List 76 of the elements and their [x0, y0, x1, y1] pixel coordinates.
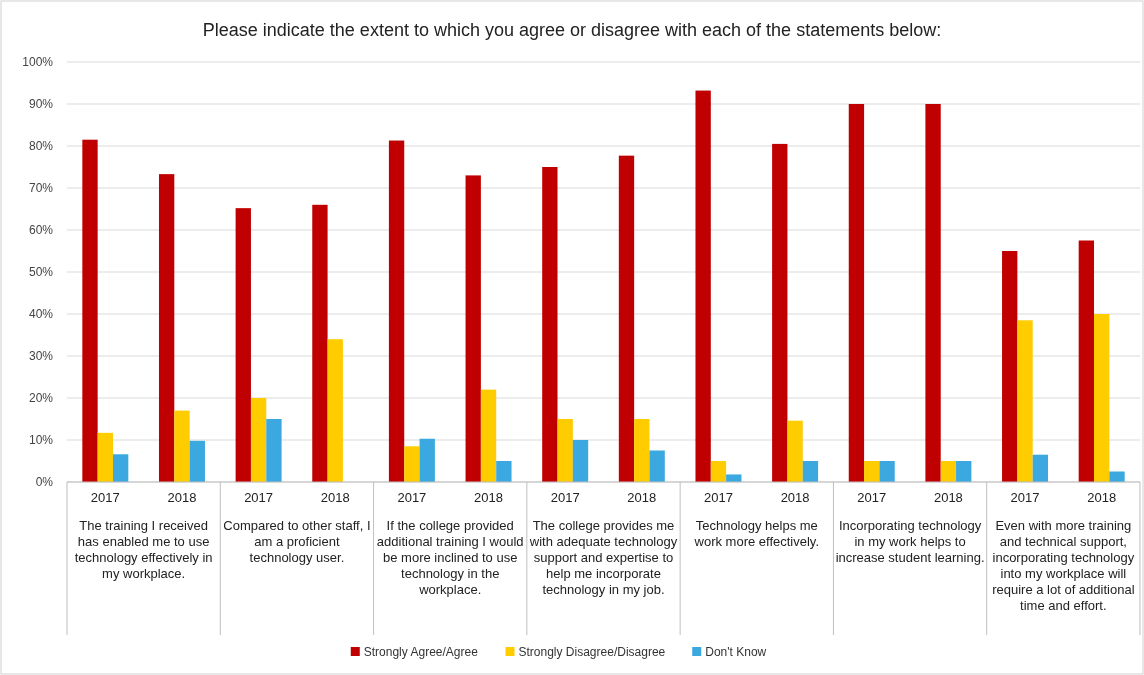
y-tick-label: 0% — [35, 475, 54, 489]
bar — [158, 174, 175, 482]
x-tick-label: 2018 — [780, 490, 810, 505]
bar — [802, 461, 819, 482]
x-tick-label: 2017 — [90, 490, 120, 505]
bar — [82, 139, 98, 482]
bar — [1094, 314, 1110, 482]
bar — [710, 461, 727, 482]
bar — [879, 461, 895, 482]
bar — [695, 90, 711, 482]
bar — [940, 461, 957, 482]
bar — [112, 454, 129, 482]
bar — [542, 167, 558, 482]
bar — [174, 410, 190, 482]
bar — [327, 339, 343, 482]
bar — [235, 208, 251, 482]
text: Incorporating technology in my work helps to increase student learning. — [835, 518, 985, 565]
bar — [189, 440, 205, 482]
text: Even with more training and technical support, incorporating technology into my workplace will require a lot of additional time and effort. — [992, 518, 1135, 613]
y-tick-label: 50% — [28, 265, 54, 279]
x-tick-label: 2018 — [933, 490, 963, 505]
bar — [772, 143, 788, 482]
bar — [1017, 320, 1033, 482]
y-tick-label: 10% — [28, 433, 54, 447]
y-tick-label: 30% — [28, 349, 54, 363]
text: Compared to other staff, I am a proficient technology user. — [223, 518, 371, 565]
x-tick-label: 2017 — [397, 490, 427, 505]
bar — [848, 104, 865, 482]
bar — [572, 440, 589, 482]
x-tick-label: 2017 — [550, 490, 580, 505]
bar — [388, 140, 405, 482]
bar — [864, 461, 880, 482]
text: The college provides me with adequate technology support and expertise to help me incorporate technology in my job. — [528, 518, 678, 597]
legend-label: Strongly Agree/Agree — [363, 645, 479, 659]
bar — [557, 419, 573, 482]
bar — [97, 432, 113, 482]
bar — [480, 389, 497, 482]
y-tick-label: 70% — [28, 181, 54, 195]
y-tick-label: 80% — [28, 139, 54, 153]
bar — [618, 155, 635, 482]
bar — [1002, 251, 1018, 482]
x-tick-label: 2018 — [474, 490, 503, 505]
bar — [419, 438, 435, 482]
bar — [634, 419, 650, 482]
bar — [1078, 240, 1095, 482]
x-tick-label: 2017 — [704, 490, 733, 505]
bar — [1032, 454, 1049, 482]
y-tick-label: 40% — [28, 307, 54, 321]
bar — [496, 461, 512, 482]
x-tick-label: 2018 — [627, 490, 657, 505]
bar — [649, 450, 665, 482]
x-tick-label: 2017 — [244, 490, 274, 505]
y-tick-label: 100% — [22, 55, 54, 69]
x-tick-label: 2018 — [167, 490, 197, 505]
bar — [925, 104, 941, 482]
bar — [250, 398, 267, 482]
bar — [266, 419, 282, 482]
y-tick-label: 20% — [28, 391, 54, 405]
x-tick-label: 2017 — [857, 490, 887, 505]
text: The training I received has enabled me to use technology effectively in my workplace. — [74, 518, 213, 581]
legend-label: Strongly Disagree/Disagree — [518, 645, 666, 659]
bar — [404, 446, 420, 482]
bar — [726, 474, 742, 482]
bar — [465, 175, 481, 482]
legend-label: Don't Know — [705, 645, 767, 659]
bar — [787, 420, 803, 482]
chart-title: Please indicate the extent to which you agree or disagree with each of the statements below: — [202, 20, 942, 40]
bar — [956, 461, 972, 482]
y-tick-label: 90% — [28, 97, 54, 111]
x-tick-label: 2018 — [1087, 490, 1117, 505]
y-tick-label: 60% — [28, 223, 54, 237]
x-tick-label: 2018 — [320, 490, 350, 505]
text: If the college provided additional training I would be more inclined to use technology in the workplace. — [376, 518, 524, 597]
bar — [312, 204, 328, 482]
text: Technology helps me work more effectively. — [693, 518, 820, 549]
x-tick-label: 2017 — [1010, 490, 1040, 505]
